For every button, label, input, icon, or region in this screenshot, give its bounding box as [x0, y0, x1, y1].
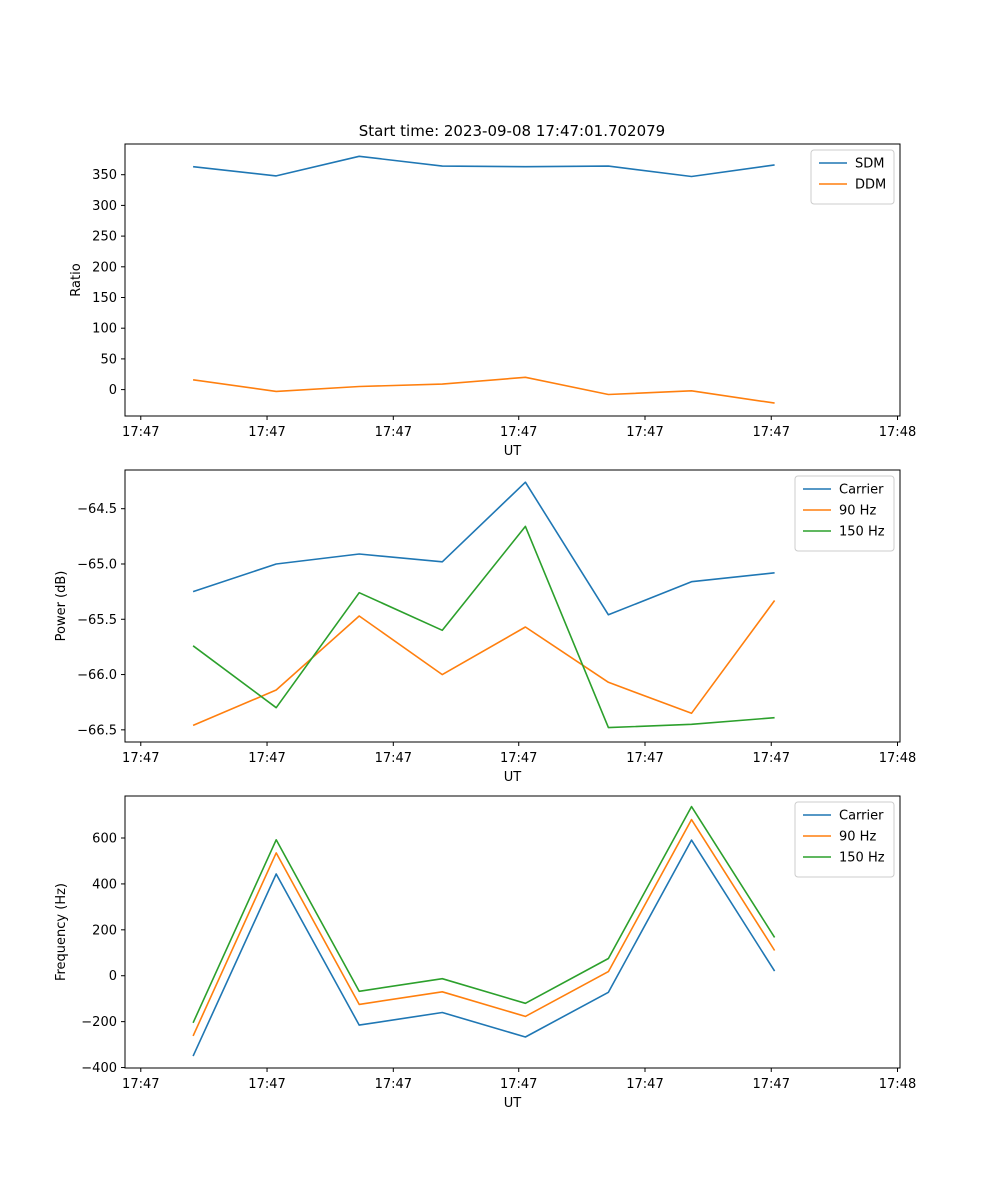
x-tick-label: 17:47: [375, 751, 412, 766]
chart-panel-2: 17:47 17:47 17:47 17:47 17:47 17:47 17:48 −66.5…: [54, 469, 916, 785]
y-tick-label: 400: [92, 877, 117, 892]
panels: 17:47 17:47 17:47 17:47 17:47 17:47 17:48 0 50 10…: [54, 143, 916, 1111]
chart-panel-3: 17:47 17:47 17:47 17:47 17:47 17:47 17:48 −400 −…: [54, 795, 916, 1111]
legend-label: DDM: [855, 178, 886, 193]
y-tick-label: 200: [92, 923, 117, 938]
x-tick-label: 17:47: [375, 1077, 412, 1092]
x-axis-label: UT: [504, 444, 522, 459]
series-line-150-hz: [192, 525, 775, 729]
x-tick-label: 17:47: [122, 751, 159, 766]
x-tick-label: 17:47: [753, 751, 790, 766]
legend-box: [794, 801, 895, 878]
y-tick-label: −65.5: [77, 613, 117, 628]
y-tick-label: −200: [81, 1015, 117, 1030]
y-tick-label: 0: [109, 383, 117, 398]
x-tick-label: 17:47: [753, 1077, 790, 1092]
series-line-90-hz: [192, 600, 776, 727]
series-line-ddm: [192, 376, 775, 404]
x-axis-label: UT: [504, 770, 522, 785]
y-tick-label: 300: [92, 199, 117, 214]
x-tick-label: 17:48: [879, 751, 916, 766]
x-tick-label: 17:47: [626, 751, 663, 766]
x-tick-label: 17:47: [248, 425, 285, 440]
legend: SDM DDM: [810, 149, 895, 205]
series-line-carrier: [192, 481, 775, 616]
y-tick-label: 50: [100, 352, 117, 367]
x-tick-label: 17:47: [248, 751, 285, 766]
legend-label: 90 Hz: [839, 504, 876, 519]
axes-frame: [124, 795, 901, 1069]
y-axis-label: Frequency (Hz): [54, 883, 69, 981]
y-tick-label: 350: [92, 168, 117, 183]
legend: Carrier 90 Hz 150 Hz: [794, 801, 895, 878]
legend-label: Carrier: [839, 809, 884, 824]
x-tick-label: 17:47: [500, 425, 537, 440]
x-tick-label: 17:48: [879, 1077, 916, 1092]
legend: Carrier 90 Hz 150 Hz: [794, 475, 895, 552]
y-tick-label: 0: [109, 969, 117, 984]
x-tick-label: 17:47: [248, 1077, 285, 1092]
chart-panel-1: 17:47 17:47 17:47 17:47 17:47 17:47 17:48 0 50 10…: [69, 143, 916, 459]
legend-label: 150 Hz: [839, 525, 885, 540]
x-tick-label: 17:47: [500, 751, 537, 766]
x-tick-label: 17:47: [122, 425, 159, 440]
legend-box: [794, 475, 895, 552]
y-tick-label: −400: [81, 1061, 117, 1076]
y-tick-label: −66.5: [77, 723, 117, 738]
series-line-carrier: [192, 839, 776, 1057]
y-axis-label: Power (dB): [54, 571, 69, 642]
x-tick-label: 17:47: [122, 1077, 159, 1092]
series-line-150-hz: [192, 805, 776, 1024]
series-line-90-hz: [192, 818, 776, 1037]
figure-title: Start time: 2023-09-08 17:47:01.702079: [359, 122, 665, 140]
y-tick-label: −64.5: [77, 502, 117, 517]
x-tick-label: 17:47: [753, 425, 790, 440]
y-tick-label: 150: [92, 291, 117, 306]
y-tick-label: −66.0: [77, 668, 117, 683]
y-tick-label: 200: [92, 260, 117, 275]
x-tick-label: 17:47: [375, 425, 412, 440]
x-axis-label: UT: [504, 1096, 522, 1111]
series-line-sdm: [193, 155, 775, 178]
y-tick-label: −65.0: [77, 557, 117, 572]
x-tick-label: 17:47: [626, 425, 663, 440]
legend-label: 90 Hz: [839, 830, 876, 845]
legend-label: Carrier: [839, 483, 884, 498]
x-tick-label: 17:48: [879, 425, 916, 440]
x-tick-label: 17:47: [626, 1077, 663, 1092]
y-tick-label: 100: [92, 322, 117, 337]
axes-frame: [124, 143, 901, 417]
legend-label: 150 Hz: [839, 851, 885, 866]
legend-label: SDM: [855, 157, 884, 172]
y-tick-label: 600: [92, 832, 117, 847]
y-tick-label: 250: [92, 230, 117, 245]
y-axis-label: Ratio: [69, 263, 84, 296]
axes-frame: [124, 469, 901, 743]
x-tick-label: 17:47: [500, 1077, 537, 1092]
